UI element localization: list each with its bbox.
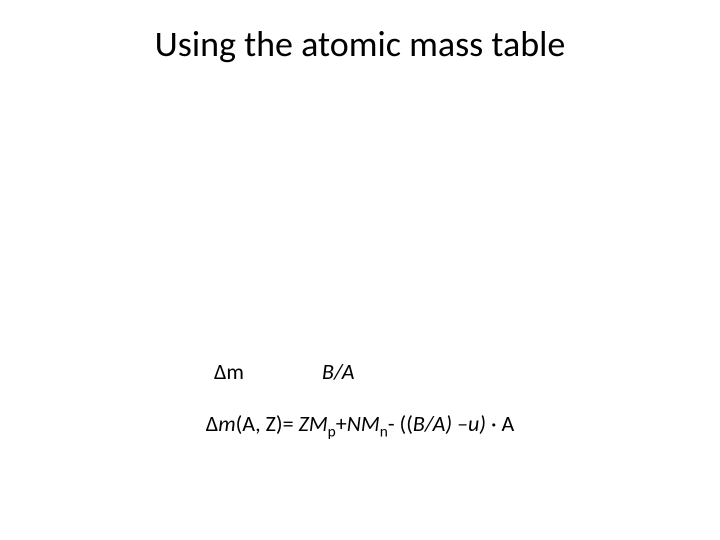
formula-close-paren: )	[479, 410, 486, 437]
formula-plus: +	[336, 410, 347, 437]
formula-args: (A, Z)=	[236, 410, 299, 437]
formula-close-minus: ) –	[445, 410, 468, 437]
label-b-over-a: B/A	[322, 358, 354, 385]
formula-NM: NM	[347, 410, 380, 437]
formula-u: u	[468, 410, 479, 437]
formula-ZM: ZM	[299, 410, 328, 437]
formula-A: A	[501, 410, 514, 437]
formula-minus-open: - ((	[388, 410, 413, 437]
formula: Δm(A, Z)= ZMp+NMn- ((B/A) –u) · A	[0, 410, 720, 437]
slide: Using the atomic mass table Δm B/A Δm(A,…	[0, 0, 720, 540]
formula-sub-n: n	[380, 422, 388, 441]
formula-dot: ·	[486, 410, 502, 437]
label-delta-m: Δm	[214, 358, 244, 385]
formula-BA: B/A	[413, 410, 445, 437]
formula-m: m	[218, 410, 235, 437]
slide-title: Using the atomic mass table	[0, 22, 720, 66]
formula-sub-p: p	[328, 422, 336, 441]
formula-delta: Δ	[206, 410, 218, 437]
